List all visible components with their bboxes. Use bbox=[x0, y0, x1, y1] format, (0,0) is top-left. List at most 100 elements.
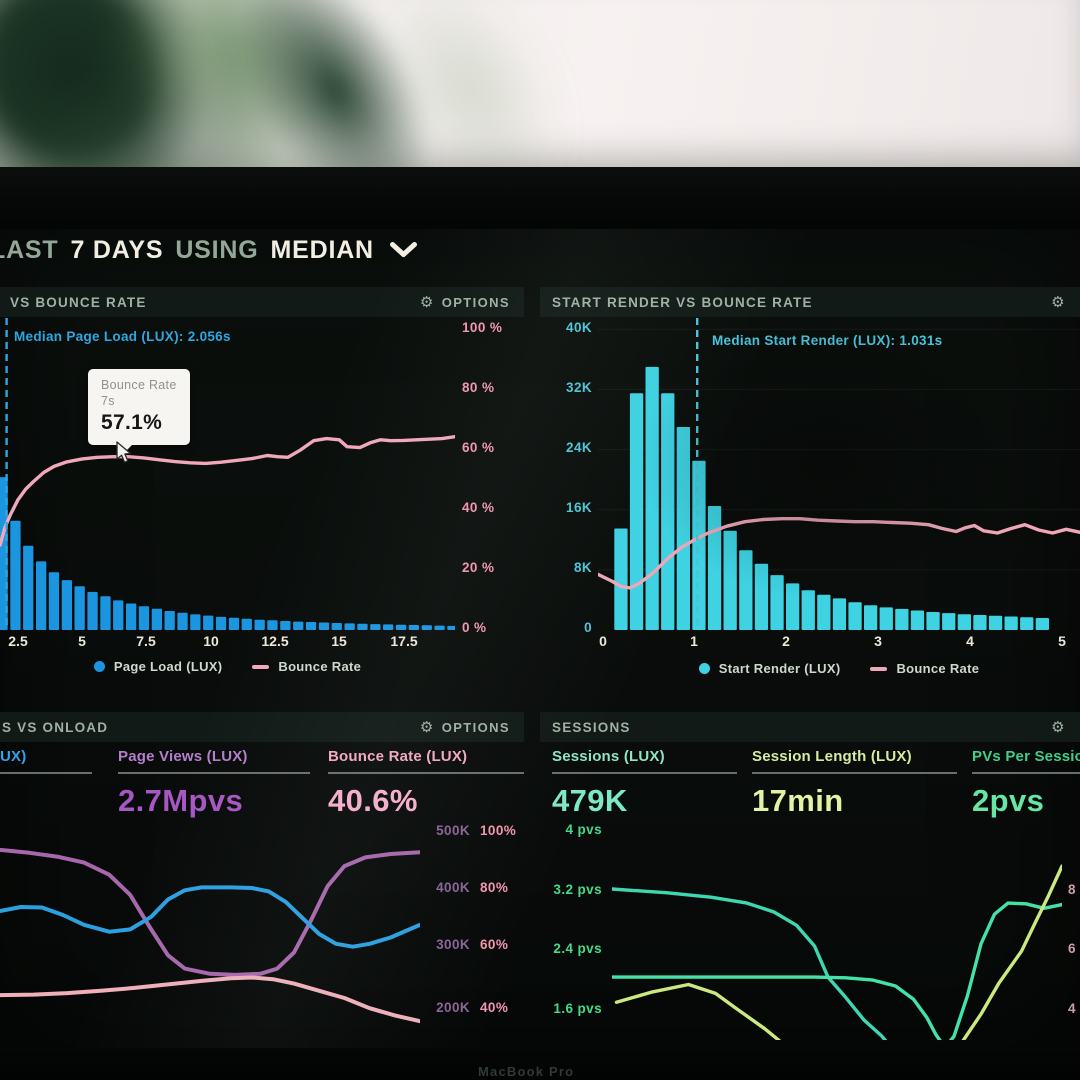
legend: Page Load (LUX) Bounce Rate bbox=[0, 659, 455, 674]
y-axis-label: 16K bbox=[566, 500, 592, 515]
line-swatch-icon bbox=[252, 664, 270, 669]
metric-tab-sessions[interactable]: Sessions (LUX) 479K bbox=[552, 748, 737, 819]
onload-trend-chart[interactable] bbox=[0, 820, 420, 1040]
y-axis-label: 40 % bbox=[462, 500, 495, 515]
x-axis-tick: 4 bbox=[966, 633, 974, 649]
options-button[interactable]: ⚙ OPTIONS bbox=[420, 295, 510, 310]
stat-underline bbox=[0, 772, 92, 774]
x-axis-tick: 2.5 bbox=[8, 633, 28, 649]
y-axis-label: 100% bbox=[480, 823, 517, 838]
start-render-bounce-chart[interactable] bbox=[598, 318, 1080, 630]
legend-item-bounce-rate[interactable]: Bounce Rate bbox=[252, 659, 361, 674]
range-prefix-label: LAST bbox=[0, 236, 59, 264]
y-axis-label: 80% bbox=[480, 880, 509, 895]
x-axis-tick: 5 bbox=[78, 633, 86, 649]
line-swatch-icon bbox=[870, 666, 888, 671]
chevron-down-icon bbox=[389, 242, 417, 259]
dashboard-screen: LAST 7 DAYS USING MEDIAN VS BOUNCE RATE … bbox=[0, 229, 1080, 1048]
gear-icon: ⚙ bbox=[419, 293, 435, 311]
y-axis-label: 80 % bbox=[462, 380, 495, 395]
y-axis-label: 500K bbox=[436, 823, 470, 838]
panel-header-start-render: START RENDER VS BOUNCE RATE ⚙ bbox=[540, 287, 1080, 317]
stat-underline bbox=[972, 772, 1080, 774]
laptop-brand-label: MacBook Pro bbox=[478, 1064, 575, 1079]
options-button[interactable]: ⚙ bbox=[1051, 295, 1066, 310]
options-button[interactable]: ⚙ OPTIONS bbox=[420, 720, 510, 735]
legend: Start Render (LUX) Bounce Rate bbox=[598, 661, 1080, 676]
y-axis-label: 0 % bbox=[462, 620, 487, 635]
y-axis-label: 4 pvs bbox=[565, 822, 602, 837]
options-label: OPTIONS bbox=[441, 294, 510, 310]
y-axis-label: 3.2 pvs bbox=[553, 882, 602, 897]
tooltip-value: 57.1% bbox=[101, 411, 163, 434]
stat-underline bbox=[752, 772, 957, 774]
metric-tab-page-views[interactable]: Page Views (LUX) 2.7Mpvs bbox=[118, 748, 310, 819]
y-axis-label-partial: 4 bbox=[1068, 1001, 1076, 1016]
options-label: OPTIONS bbox=[441, 719, 510, 735]
y-axis-label: 200K bbox=[436, 1000, 470, 1015]
x-axis-tick: 0 bbox=[599, 633, 607, 649]
stat-underline bbox=[552, 772, 737, 774]
y-axis-label: 40K bbox=[566, 320, 592, 335]
y-axis-label: 40% bbox=[480, 1000, 509, 1015]
stat-underline bbox=[118, 772, 310, 774]
metric-tab-session-length[interactable]: Session Length (LUX) 17min bbox=[752, 748, 957, 819]
y-axis-label: 2.4 pvs bbox=[553, 941, 602, 956]
x-axis-tick: 5 bbox=[1058, 633, 1066, 649]
tooltip-x-value: 7s bbox=[101, 394, 115, 408]
page-load-bounce-chart[interactable] bbox=[0, 318, 455, 630]
panel-title-page-load: VS BOUNCE RATE bbox=[10, 294, 147, 310]
y-axis-label: 60% bbox=[480, 937, 509, 952]
laptop-bezel-bottom: MacBook Pro bbox=[0, 1048, 1080, 1080]
y-axis-label: 1.6 pvs bbox=[553, 1001, 602, 1016]
panel-header-sessions: SESSIONS ⚙ bbox=[540, 712, 1080, 742]
y-axis-label: 32K bbox=[566, 380, 592, 395]
y-axis-label: 24K bbox=[566, 440, 592, 455]
metric-tab-onload[interactable]: UX) bbox=[0, 748, 92, 783]
x-axis-tick: 1 bbox=[690, 633, 698, 649]
gear-icon: ⚙ bbox=[419, 718, 435, 736]
tooltip-series-label: Bounce Rate bbox=[101, 378, 177, 392]
metric-tab-pvs-per-session[interactable]: PVs Per Sessio 2pvs bbox=[972, 748, 1080, 818]
gear-icon: ⚙ bbox=[1051, 293, 1066, 311]
x-axis-tick: 7.5 bbox=[136, 633, 156, 649]
y-axis-label: 8K bbox=[573, 560, 592, 575]
legend-item-start-render[interactable]: Start Render (LUX) bbox=[698, 661, 841, 676]
median-annotation: Median Start Render (LUX): 1.031s bbox=[712, 333, 943, 348]
panel-header-page-load: VS BOUNCE RATE ⚙ OPTIONS bbox=[0, 287, 524, 317]
panel-header-onload: S VS ONLOAD ⚙ OPTIONS bbox=[0, 712, 524, 742]
date-range-selector[interactable]: LAST 7 DAYS USING MEDIAN bbox=[0, 236, 417, 265]
background-photo bbox=[0, 0, 1080, 167]
y-axis-label: 0 bbox=[584, 620, 592, 635]
options-button[interactable]: ⚙ bbox=[1051, 720, 1066, 735]
sessions-trend-chart[interactable] bbox=[612, 818, 1062, 1040]
x-axis-tick: 10 bbox=[203, 633, 219, 649]
y-axis-label: 20 % bbox=[462, 560, 495, 575]
y-axis-label: 300K bbox=[436, 937, 470, 952]
hover-tooltip: Bounce Rate 7s 57.1% bbox=[88, 369, 190, 453]
x-axis-tick: 2 bbox=[782, 633, 790, 649]
y-axis-label-partial: 8 bbox=[1068, 882, 1076, 897]
legend-item-page-load[interactable]: Page Load (LUX) bbox=[93, 659, 223, 674]
x-axis-tick: 15 bbox=[331, 633, 347, 649]
metric-value-label: MEDIAN bbox=[270, 236, 374, 264]
mouse-cursor-icon bbox=[114, 441, 134, 469]
laptop-bezel-top bbox=[0, 167, 1080, 229]
x-axis-tick: 12.5 bbox=[261, 633, 289, 649]
gear-icon: ⚙ bbox=[1051, 718, 1066, 736]
using-label: USING bbox=[175, 236, 259, 264]
dot-swatch-icon bbox=[698, 663, 710, 674]
y-axis-label: 400K bbox=[436, 880, 470, 895]
x-axis-tick: 17.5 bbox=[390, 633, 418, 649]
legend-item-bounce-rate[interactable]: Bounce Rate bbox=[870, 661, 979, 676]
range-value-label: 7 DAYS bbox=[70, 236, 164, 264]
y-axis-label: 60 % bbox=[462, 440, 495, 455]
metric-tab-bounce-rate[interactable]: Bounce Rate (LUX) 40.6% bbox=[328, 748, 524, 819]
panel-title-sessions: SESSIONS bbox=[552, 719, 631, 735]
median-annotation: Median Page Load (LUX): 2.056s bbox=[14, 329, 231, 344]
panel-title-start-render: START RENDER VS BOUNCE RATE bbox=[552, 294, 813, 310]
x-axis-tick: 3 bbox=[874, 633, 882, 649]
dot-swatch-icon bbox=[93, 661, 105, 672]
panel-title-onload: S VS ONLOAD bbox=[2, 719, 109, 735]
